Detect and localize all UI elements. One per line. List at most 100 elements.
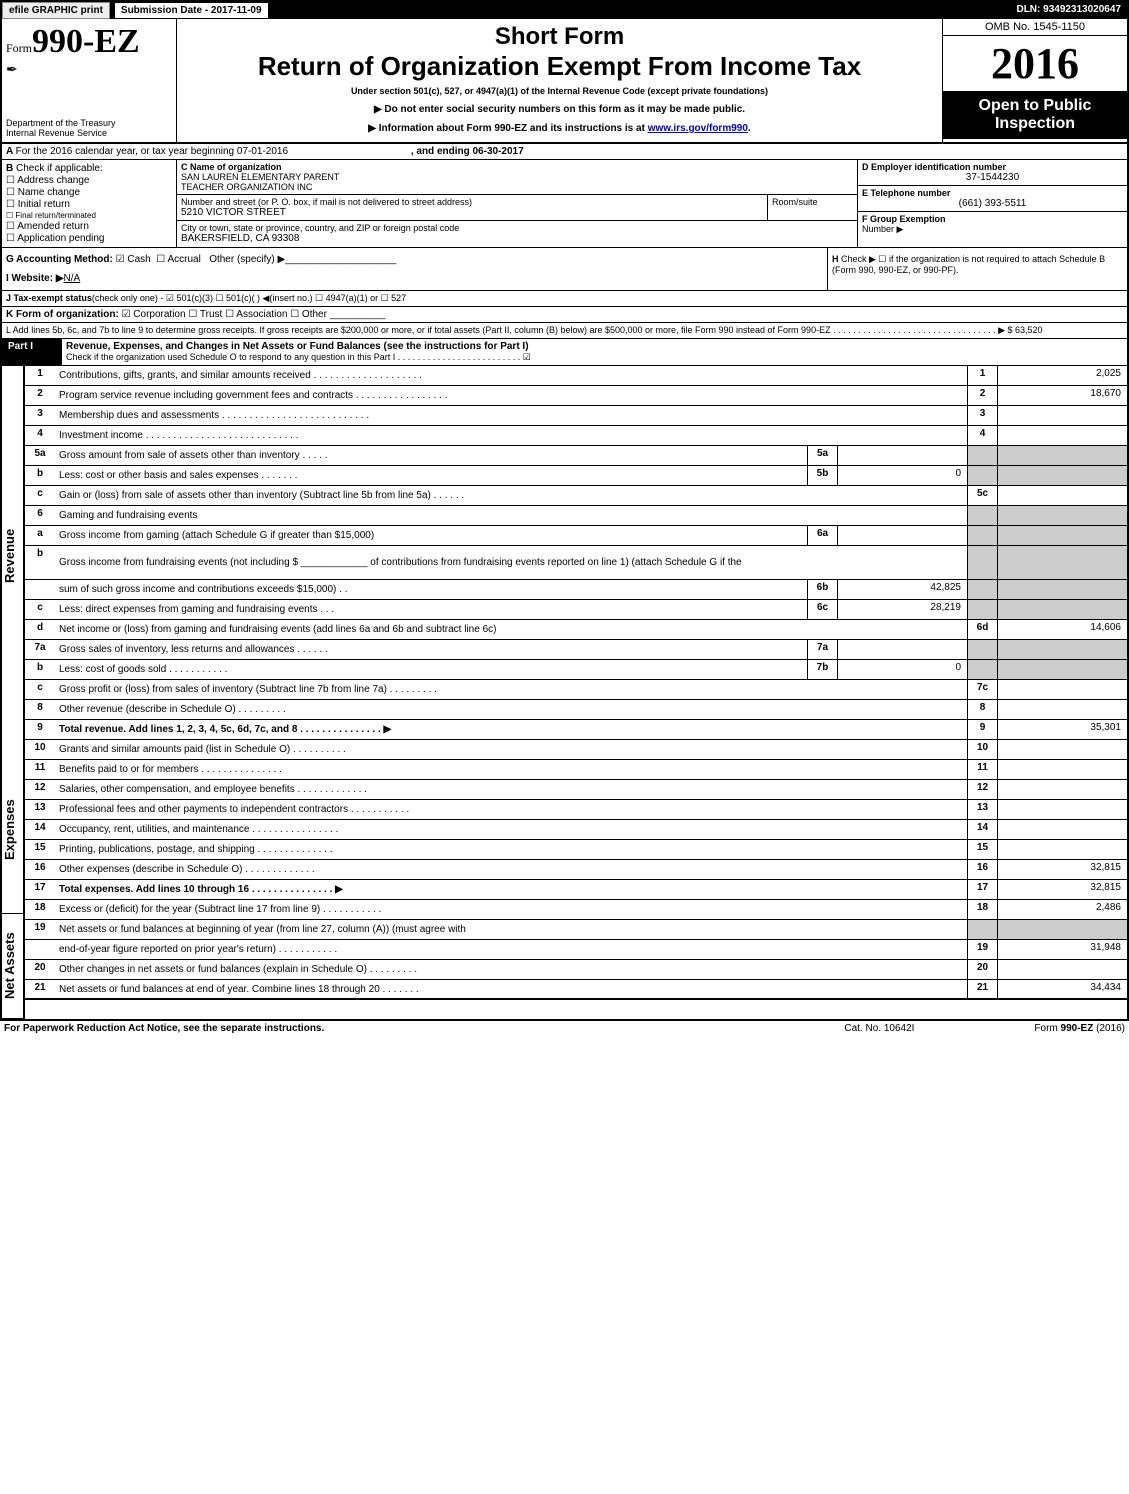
open-l1: Open to Public <box>945 97 1125 115</box>
k-txt: ☑ Corporation ☐ Trust ☐ Association ☐ Ot… <box>122 309 327 320</box>
submission-date: Submission Date - 2017-11-09 <box>114 2 269 19</box>
tax-year: 2016 <box>943 36 1127 91</box>
j-label: J Tax-exempt status <box>6 293 92 303</box>
line-7b: bLess: cost of goods sold . . . . . . . … <box>25 660 1127 680</box>
city-label: City or town, state or province, country… <box>181 223 853 233</box>
title-cell: Short Form Return of Organization Exempt… <box>177 19 942 142</box>
form-header: Form990-EZ ✒ Department of the Treasury … <box>2 19 1127 144</box>
right-header-cell: OMB No. 1545-1150 2016 Open to Public In… <box>942 19 1127 142</box>
part1-table: Revenue Expenses Net Assets 1Contributio… <box>2 366 1127 1019</box>
line-6b2: sum of such gross income and contributio… <box>25 580 1127 600</box>
line-19a: 19Net assets or fund balances at beginni… <box>25 920 1127 940</box>
l-txt: L Add lines 5b, 6c, and 7b to line 9 to … <box>6 325 1043 335</box>
cat-no: Cat. No. 10642I <box>844 1023 914 1034</box>
ssn-warning: ▶ Do not enter social security numbers o… <box>183 104 936 115</box>
tax-year-begin: For the 2016 calendar year, or tax year … <box>16 146 288 157</box>
val-17: 32,815 <box>997 880 1127 899</box>
org-name-1: SAN LAUREN ELEMENTARY PARENT <box>181 172 853 182</box>
section-A: A For the 2016 calendar year, or tax yea… <box>2 144 1127 160</box>
irs-link[interactable]: www.irs.gov/form990 <box>648 123 748 134</box>
line-9-desc: Total revenue. Add lines 1, 2, 3, 4, 5c,… <box>59 724 391 735</box>
val-16: 32,815 <box>997 860 1127 879</box>
line-12: 12Salaries, other compensation, and empl… <box>25 780 1127 800</box>
val-7b: 0 <box>837 660 967 679</box>
ein-phone-col: D Employer identification number 37-1544… <box>857 160 1127 247</box>
d-label: D Employer identification number <box>862 162 1006 172</box>
val-4 <box>997 426 1127 445</box>
line-3: 3Membership dues and assessments . . . .… <box>25 406 1127 426</box>
k-row: K Form of organization: ☑ Corporation ☐ … <box>2 307 1127 323</box>
website-val: N/A <box>64 273 81 284</box>
side-revenue: Revenue <box>2 366 24 746</box>
line-2: 2Program service revenue including gover… <box>25 386 1127 406</box>
part1-check: Check if the organization used Schedule … <box>66 352 531 362</box>
chk-address[interactable]: ☐ Address change <box>6 175 172 186</box>
form-number: 990-EZ <box>32 23 140 60</box>
val-9: 35,301 <box>997 720 1127 739</box>
org-info-block: B Check if applicable: ☐ Address change … <box>2 160 1127 248</box>
val-21: 34,434 <box>997 980 1127 998</box>
chk-pending[interactable]: ☐ Application pending <box>6 233 172 244</box>
g-cash[interactable]: Cash <box>127 254 150 265</box>
line-10: 10Grants and similar amounts paid (list … <box>25 740 1127 760</box>
line-6b1: bGross income from fundraising events (n… <box>25 546 1127 580</box>
street-label: Number and street (or P. O. box, if mail… <box>181 197 763 207</box>
line-4: 4Investment income . . . . . . . . . . .… <box>25 426 1127 446</box>
part1-title: Revenue, Expenses, and Changes in Net As… <box>66 341 529 352</box>
efile-print-btn[interactable]: efile GRAPHIC print <box>2 2 110 19</box>
e-label: E Telephone number <box>862 188 950 198</box>
line-13: 13Professional fees and other payments t… <box>25 800 1127 820</box>
line-6d: dNet income or (loss) from gaming and fu… <box>25 620 1127 640</box>
line-6c: cLess: direct expenses from gaming and f… <box>25 600 1127 620</box>
chk-amended[interactable]: ☐ Amended return <box>6 221 172 232</box>
footer: For Paperwork Reduction Act Notice, see … <box>0 1021 1129 1036</box>
val-6b: 42,825 <box>837 580 967 599</box>
line-19b: end-of-year figure reported on prior yea… <box>25 940 1127 960</box>
side-netassets: Net Assets <box>2 914 24 1019</box>
line-11: 11Benefits paid to or for members . . . … <box>25 760 1127 780</box>
line-21: 21Net assets or fund balances at end of … <box>25 980 1127 1000</box>
line-15: 15Printing, publications, postage, and s… <box>25 840 1127 860</box>
k-label: K Form of organization: <box>6 309 119 320</box>
dept-treasury: Department of the Treasury <box>6 118 172 128</box>
val-1: 2,025 <box>997 366 1127 385</box>
top-bar: efile GRAPHIC print Submission Date - 20… <box>2 2 1127 19</box>
h-text: Check ▶ ☐ if the organization is not req… <box>832 254 1105 275</box>
line-5b: bLess: cost or other basis and sales exp… <box>25 466 1127 486</box>
checkbox-col: B Check if applicable: ☐ Address change … <box>2 160 177 247</box>
form-990ez: efile GRAPHIC print Submission Date - 20… <box>0 0 1129 1021</box>
line-8: 8Other revenue (describe in Schedule O) … <box>25 700 1127 720</box>
line-7a: 7aGross sales of inventory, less returns… <box>25 640 1127 660</box>
g-accrual[interactable]: Accrual <box>167 254 200 265</box>
info-pre: ▶ Information about Form 990-EZ and its … <box>368 123 647 134</box>
line-9: 9Total revenue. Add lines 1, 2, 3, 4, 5c… <box>25 720 1127 740</box>
line-14: 14Occupancy, rent, utilities, and mainte… <box>25 820 1127 840</box>
g-other[interactable]: Other (specify) ▶ <box>209 254 285 265</box>
line-17-desc: Total expenses. Add lines 10 through 16 … <box>59 884 343 895</box>
val-5c <box>997 486 1127 505</box>
val-5b: 0 <box>837 466 967 485</box>
val-18: 2,486 <box>997 900 1127 919</box>
j-row: J Tax-exempt status(check only one) - ☑ … <box>2 291 1127 307</box>
form-prefix: Form <box>6 41 32 55</box>
line-16: 16Other expenses (describe in Schedule O… <box>25 860 1127 880</box>
val-6d: 14,606 <box>997 620 1127 639</box>
main-title: Return of Organization Exempt From Incom… <box>183 51 936 82</box>
line-7c: cGross profit or (loss) from sales of in… <box>25 680 1127 700</box>
ein-val: 37-1544230 <box>862 172 1123 183</box>
chk-initial[interactable]: ☐ Initial return <box>6 199 172 210</box>
info-link-line: ▶ Information about Form 990-EZ and its … <box>183 123 936 134</box>
line-5a: 5aGross amount from sale of assets other… <box>25 446 1127 466</box>
g-label: G Accounting Method: <box>6 254 113 265</box>
chk-final[interactable]: ☐ Final return/terminated <box>6 211 172 220</box>
val-7c <box>997 680 1127 699</box>
open-to-public: Open to Public Inspection <box>943 91 1127 139</box>
org-name-address: C Name of organization SAN LAUREN ELEMEN… <box>177 160 857 247</box>
val-3 <box>997 406 1127 425</box>
val-8 <box>997 700 1127 719</box>
dln: DLN: 93492313020647 <box>1010 2 1127 19</box>
part1-label: Part I <box>2 339 62 365</box>
val-6c: 28,219 <box>837 600 967 619</box>
chk-name[interactable]: ☐ Name change <box>6 187 172 198</box>
form-number-cell: Form990-EZ ✒ Department of the Treasury … <box>2 19 177 142</box>
